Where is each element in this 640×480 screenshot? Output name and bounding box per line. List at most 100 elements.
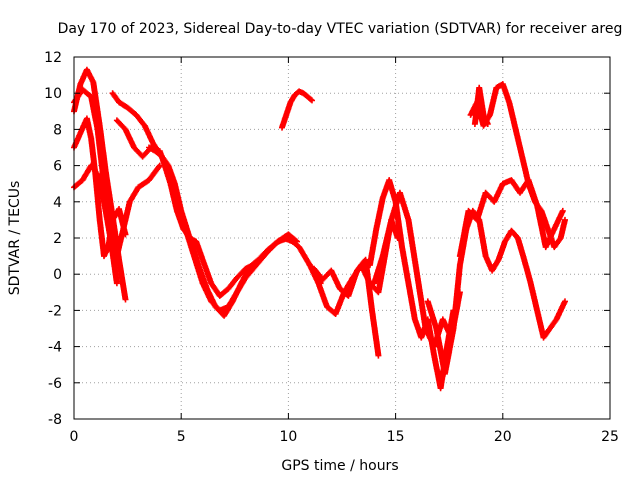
data-point — [188, 237, 191, 239]
data-point — [218, 295, 221, 297]
data-point — [173, 182, 176, 185]
x-tick-label: 5 — [177, 429, 186, 445]
data-point — [474, 123, 476, 125]
data-point — [482, 124, 485, 127]
data-point — [553, 246, 556, 248]
data-point — [96, 128, 99, 131]
data-point — [478, 86, 481, 89]
data-point — [377, 291, 380, 294]
data-point — [90, 96, 92, 98]
data-point — [309, 264, 311, 266]
axis-ticks: 0 5 10 15 20 25 -8 -6 -4 -2 0 2 4 6 8 10 12 — [44, 50, 619, 445]
data-point — [476, 219, 478, 221]
data-point — [274, 242, 277, 245]
data-point — [240, 282, 243, 285]
data-point — [317, 282, 320, 285]
data-point — [281, 126, 283, 129]
data-point — [124, 298, 127, 301]
data-point — [373, 282, 375, 285]
data-point — [210, 282, 213, 285]
data-point — [441, 318, 444, 321]
y-tick-label: -6 — [48, 376, 62, 392]
data-point — [291, 240, 294, 243]
data-point — [347, 295, 350, 297]
data-point — [564, 300, 566, 303]
data-point — [381, 255, 384, 257]
data-point — [435, 327, 438, 330]
y-tick-label: -2 — [48, 303, 62, 319]
data-point — [103, 255, 105, 257]
y-tick-label: 10 — [44, 86, 62, 102]
data-point — [118, 101, 120, 104]
data-point — [116, 119, 118, 122]
data-point — [124, 128, 127, 131]
data-point — [152, 143, 155, 145]
y-tick-label: -4 — [48, 340, 62, 356]
data-point — [549, 327, 551, 330]
y-axis-label: SDTVAR / TECUs — [7, 181, 23, 296]
y-tick-label: -8 — [48, 412, 62, 428]
data-point — [529, 282, 532, 285]
data-point — [467, 210, 470, 212]
data-point — [107, 246, 110, 248]
data-point — [116, 282, 118, 285]
data-point — [79, 132, 82, 134]
data-point — [495, 86, 498, 89]
data-point — [302, 92, 305, 94]
data-point — [371, 309, 373, 312]
data-point — [459, 255, 461, 257]
data-point — [141, 155, 144, 158]
data-point — [489, 114, 491, 116]
data-point — [306, 96, 309, 98]
y-tick-label: 12 — [44, 50, 62, 66]
data-point — [559, 237, 562, 239]
data-point — [223, 315, 225, 317]
data-point — [484, 255, 487, 257]
series-track-7 — [146, 144, 296, 319]
data-point — [195, 240, 198, 243]
data-point — [414, 318, 416, 321]
data-point — [426, 318, 429, 321]
data-point — [542, 336, 545, 339]
data-point — [364, 258, 367, 261]
data-point — [294, 94, 296, 96]
data-point — [257, 258, 260, 261]
data-point — [377, 354, 380, 357]
data-point — [407, 282, 410, 285]
data-point — [321, 278, 324, 281]
series-track-10 — [311, 256, 382, 359]
x-tick-label: 10 — [279, 429, 297, 445]
data-point — [133, 146, 135, 149]
data-point — [339, 287, 341, 290]
data-point — [90, 164, 92, 167]
data-point — [111, 219, 114, 221]
data-point — [116, 255, 118, 257]
series-markers — [109, 90, 324, 299]
data-point — [298, 90, 300, 93]
data-point — [547, 228, 549, 230]
data-point — [103, 182, 105, 185]
data-point — [521, 155, 523, 158]
data-point — [504, 240, 506, 243]
data-point — [330, 269, 333, 272]
data-point — [287, 233, 290, 236]
data-point — [381, 197, 384, 199]
data-point — [135, 114, 137, 116]
data-point — [289, 101, 292, 104]
data-point — [126, 106, 129, 109]
data-point — [122, 228, 125, 230]
data-point — [502, 182, 504, 185]
data-point — [439, 387, 442, 390]
data-point — [562, 210, 564, 212]
data-point — [416, 273, 418, 276]
data-point — [469, 114, 472, 116]
data-point — [298, 246, 300, 248]
data-point — [266, 249, 268, 252]
x-tick-label: 20 — [494, 429, 512, 445]
y-tick-label: 2 — [53, 231, 62, 247]
data-point — [356, 269, 358, 272]
data-point — [444, 372, 446, 375]
data-point — [283, 237, 285, 239]
data-point — [401, 246, 403, 248]
